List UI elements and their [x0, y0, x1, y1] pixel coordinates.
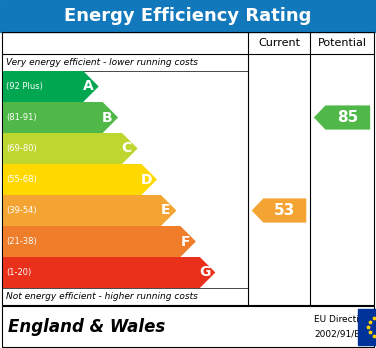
Text: Not energy efficient - higher running costs: Not energy efficient - higher running co…	[6, 292, 198, 301]
Bar	[2, 32, 374, 305]
Text: EU Directive: EU Directive	[314, 315, 370, 324]
Text: (69-80): (69-80)	[6, 144, 37, 153]
Text: G: G	[199, 266, 210, 279]
Text: C: C	[121, 142, 132, 156]
Text: (21-38): (21-38)	[6, 237, 37, 246]
Text: (1-20): (1-20)	[6, 268, 31, 277]
Bar	[358, 309, 376, 345]
Text: 85: 85	[337, 110, 358, 125]
Polygon shape	[314, 105, 370, 129]
Polygon shape	[3, 226, 196, 257]
Text: Current: Current	[258, 38, 300, 48]
Text: F: F	[180, 235, 190, 248]
Bar	[0, 0, 376, 32]
Text: (39-54): (39-54)	[6, 206, 36, 215]
Text: Very energy efficient - lower running costs: Very energy efficient - lower running co…	[6, 58, 198, 67]
Polygon shape	[3, 257, 215, 288]
Polygon shape	[3, 164, 157, 195]
Text: (92 Plus): (92 Plus)	[6, 82, 43, 91]
Polygon shape	[3, 102, 118, 133]
Polygon shape	[3, 71, 99, 102]
Text: (81-91): (81-91)	[6, 113, 36, 122]
Bar	[2, 306, 374, 347]
Text: Potential: Potential	[317, 38, 367, 48]
Polygon shape	[252, 198, 306, 223]
Polygon shape	[3, 133, 138, 164]
Polygon shape	[3, 195, 176, 226]
Text: Energy Efficiency Rating: Energy Efficiency Rating	[64, 7, 312, 25]
Text: 2002/91/EC: 2002/91/EC	[314, 330, 366, 339]
Text: 53: 53	[274, 203, 296, 218]
Text: B: B	[102, 111, 112, 125]
Text: D: D	[140, 173, 152, 187]
Text: A: A	[82, 79, 93, 94]
Text: (55-68): (55-68)	[6, 175, 37, 184]
Text: E: E	[161, 204, 170, 218]
Text: England & Wales: England & Wales	[8, 317, 165, 335]
